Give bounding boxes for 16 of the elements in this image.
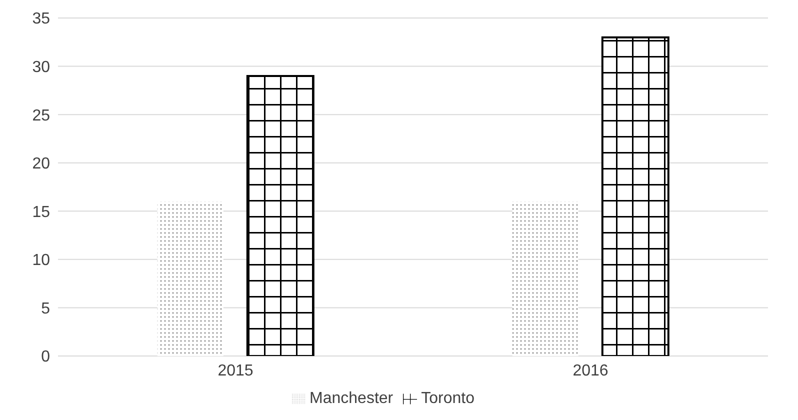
bar xyxy=(157,201,224,356)
y-tick-label: 30 xyxy=(32,58,50,76)
legend-label: Toronto xyxy=(421,390,474,407)
y-tick-label: 20 xyxy=(32,156,50,173)
legend-label: Manchester xyxy=(310,390,394,407)
y-tick-label: 5 xyxy=(41,300,50,318)
bar xyxy=(246,74,314,356)
x-tick-label: 2016 xyxy=(572,362,608,380)
y-tick-label: 0 xyxy=(41,348,50,366)
y-tick-label: 10 xyxy=(32,252,50,270)
bar xyxy=(512,201,578,356)
bar xyxy=(601,36,670,356)
x-tick-label: 2015 xyxy=(218,362,254,380)
y-tick-label: 15 xyxy=(32,204,50,221)
y-tick-label: 25 xyxy=(32,107,50,124)
y-tick-label: 35 xyxy=(32,10,50,28)
